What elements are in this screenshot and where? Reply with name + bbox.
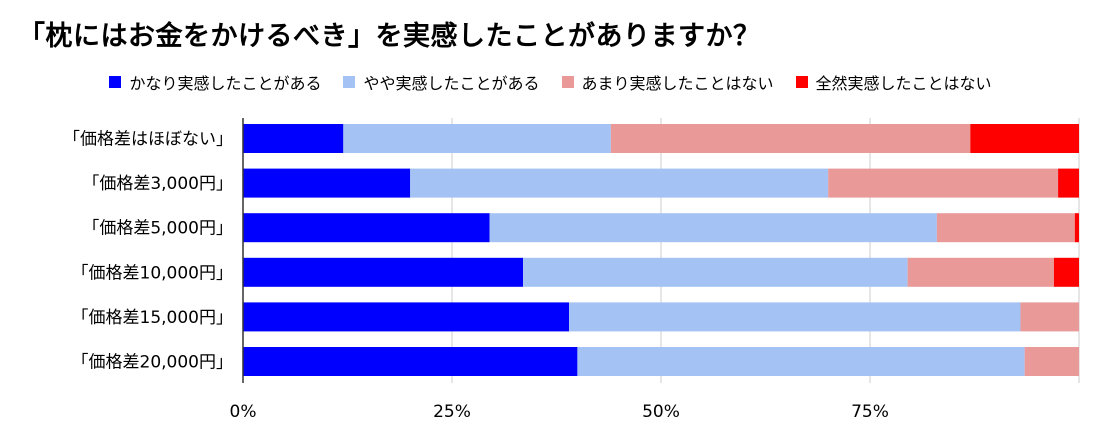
legend-item-not-at-all: 全然実感したことはない <box>795 70 992 94</box>
legend-swatch-not-much <box>561 76 574 88</box>
bar-segment <box>569 302 1021 332</box>
chart-title: 「枕にはお金をかけるべき」を実感したことがありますか？ <box>18 21 761 52</box>
category-label: 「価格差20,000円」 <box>72 353 233 373</box>
bar-segment <box>243 168 411 198</box>
legend-label-not-much: あまり実感したことはない <box>581 74 774 93</box>
bar-segment <box>1024 347 1079 376</box>
legend: かなり実感したことがある やや実感したことがある あまり実感したことはない 全然… <box>0 70 1101 94</box>
bar-segment <box>610 124 971 153</box>
bar-segment <box>243 302 570 332</box>
legend-swatch-very <box>109 76 122 88</box>
bar-segment <box>970 124 1079 153</box>
bar-segment <box>936 213 1075 243</box>
category-label: 「価格差5,000円」 <box>82 219 233 239</box>
bar-segment <box>1020 302 1079 332</box>
bar-segment <box>243 213 490 243</box>
bar-segment <box>907 257 1054 287</box>
bar-segment <box>243 257 524 287</box>
bar-segment <box>243 124 344 153</box>
category-label: 「価格差15,000円」 <box>72 308 233 328</box>
legend-swatch-somewhat <box>343 76 356 88</box>
x-tick-label: 50% <box>642 402 680 422</box>
bar-segment <box>489 213 937 243</box>
x-tick-label: 0% <box>230 402 257 422</box>
bar-segment <box>1058 168 1079 198</box>
category-label: 「価格差3,000円」 <box>82 174 233 194</box>
legend-label-somewhat: やや実感したことがある <box>363 74 540 93</box>
bar-segment <box>1053 257 1079 287</box>
bar-segment <box>343 124 611 153</box>
category-label: 「価格差10,000円」 <box>72 263 233 283</box>
legend-item-very: かなり実感したことがある <box>109 70 321 94</box>
bar-segment <box>577 347 1025 376</box>
legend-item-somewhat: やや実感したことがある <box>343 70 540 94</box>
legend-swatch-not-at-all <box>795 76 808 88</box>
legend-label-not-at-all: 全然実感したことはない <box>815 74 992 93</box>
bar-segment <box>410 168 829 198</box>
legend-item-not-much: あまり実感したことはない <box>561 70 774 94</box>
bar-segment <box>828 168 1059 198</box>
x-tick-label: 75% <box>851 402 889 422</box>
category-label: 「価格差はほぼない」 <box>63 130 233 150</box>
x-tick-label: 25% <box>433 402 471 422</box>
bar-segment <box>523 257 908 287</box>
bar-segment <box>243 347 578 376</box>
bar-segment <box>1074 213 1079 243</box>
legend-label-very: かなり実感したことがある <box>129 74 322 93</box>
